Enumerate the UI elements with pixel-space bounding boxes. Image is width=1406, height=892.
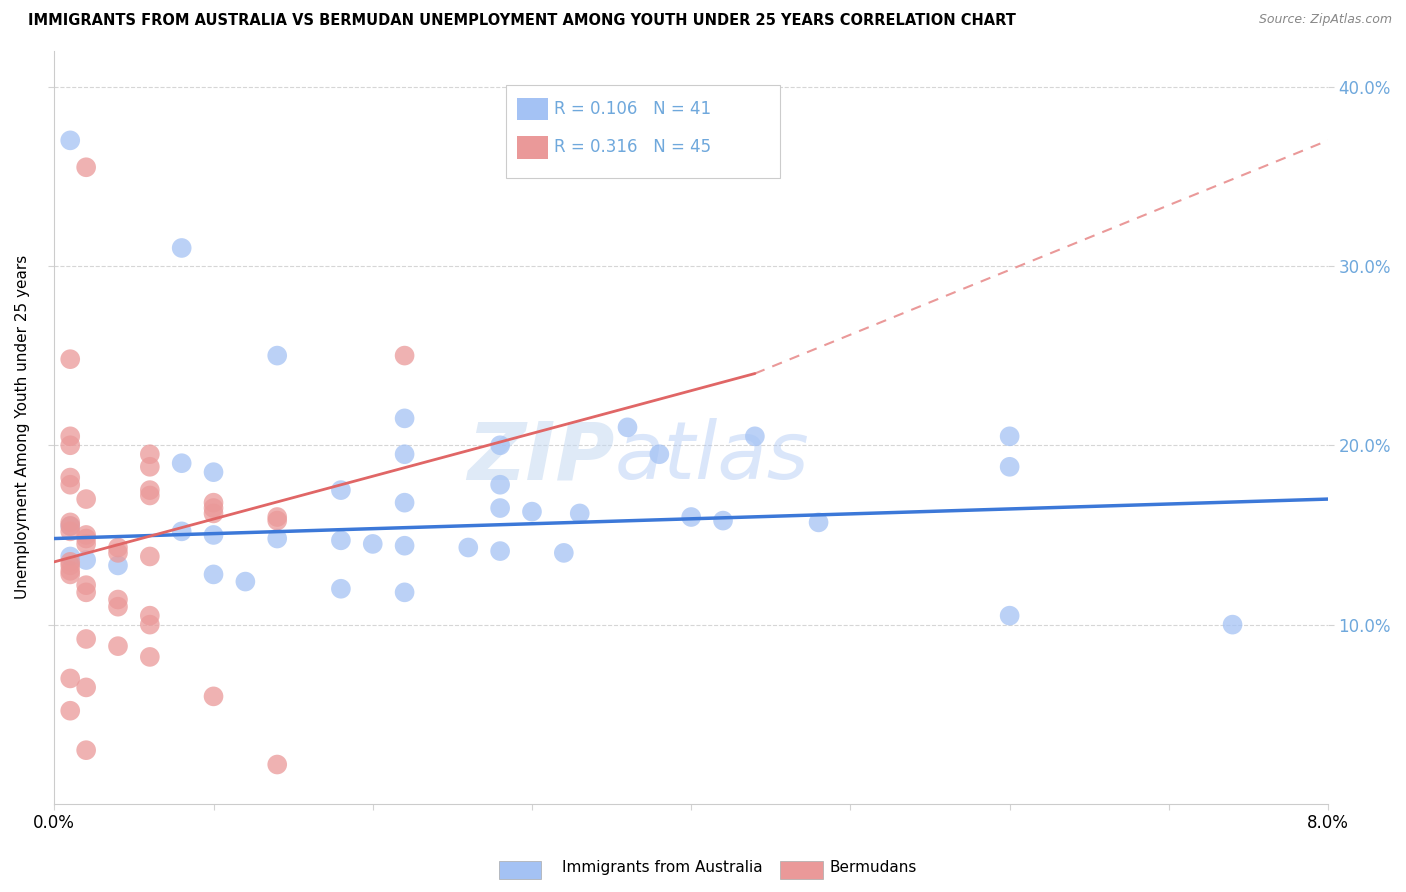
Point xyxy=(998,608,1021,623)
Point xyxy=(75,528,97,542)
Text: IMMIGRANTS FROM AUSTRALIA VS BERMUDAN UNEMPLOYMENT AMONG YOUTH UNDER 25 YEARS CO: IMMIGRANTS FROM AUSTRALIA VS BERMUDAN UN… xyxy=(28,13,1017,29)
Point xyxy=(489,438,512,452)
Point xyxy=(266,349,288,363)
Point xyxy=(489,544,512,558)
Point xyxy=(394,496,416,510)
Point xyxy=(59,672,82,686)
Point xyxy=(394,585,416,599)
Point xyxy=(998,459,1021,474)
Point xyxy=(202,567,225,582)
Point xyxy=(202,465,225,479)
Point xyxy=(329,533,352,548)
Point xyxy=(170,241,193,255)
Point xyxy=(266,510,288,524)
Point xyxy=(329,483,352,497)
Point xyxy=(139,649,162,664)
Point xyxy=(59,438,82,452)
Point xyxy=(170,456,193,470)
Point xyxy=(361,537,384,551)
Text: Immigrants from Australia: Immigrants from Australia xyxy=(562,861,763,875)
Point xyxy=(202,528,225,542)
Point xyxy=(1222,617,1244,632)
Point xyxy=(59,564,82,578)
Point xyxy=(139,549,162,564)
Point xyxy=(59,516,82,530)
Point xyxy=(170,524,193,539)
Text: Bermudans: Bermudans xyxy=(830,861,917,875)
Point xyxy=(235,574,257,589)
Point xyxy=(520,505,543,519)
Point xyxy=(75,743,97,757)
Text: ZIP: ZIP xyxy=(467,418,614,497)
Text: R = 0.106   N = 41: R = 0.106 N = 41 xyxy=(554,100,711,118)
Point xyxy=(202,690,225,704)
Point xyxy=(457,541,479,555)
Point xyxy=(59,519,82,533)
Text: Source: ZipAtlas.com: Source: ZipAtlas.com xyxy=(1258,13,1392,27)
Point xyxy=(139,483,162,497)
Point xyxy=(75,578,97,592)
Point xyxy=(59,558,82,573)
Point xyxy=(266,514,288,528)
Point xyxy=(107,592,129,607)
Point xyxy=(59,477,82,491)
Point xyxy=(59,567,82,582)
Point xyxy=(807,516,830,530)
Point xyxy=(744,429,766,443)
Point xyxy=(139,459,162,474)
Point xyxy=(616,420,638,434)
Point xyxy=(202,501,225,516)
Point xyxy=(75,532,97,546)
Point xyxy=(59,133,82,147)
Point xyxy=(107,558,129,573)
Point xyxy=(75,585,97,599)
Point xyxy=(75,161,97,175)
Point xyxy=(266,532,288,546)
Text: atlas: atlas xyxy=(614,418,810,497)
Point xyxy=(202,507,225,521)
Point xyxy=(107,546,129,560)
Point xyxy=(489,501,512,516)
Point xyxy=(553,546,575,560)
Point xyxy=(648,447,671,461)
Point xyxy=(394,411,416,425)
Point xyxy=(75,632,97,646)
Point xyxy=(711,514,734,528)
Point xyxy=(107,599,129,614)
Point xyxy=(75,537,97,551)
Point xyxy=(59,519,82,533)
Point xyxy=(59,704,82,718)
Point xyxy=(394,539,416,553)
Point xyxy=(59,470,82,484)
Point xyxy=(568,507,591,521)
Point xyxy=(139,608,162,623)
Point xyxy=(329,582,352,596)
Point xyxy=(107,541,129,555)
Point xyxy=(75,681,97,695)
Point xyxy=(59,352,82,367)
Point xyxy=(998,429,1021,443)
Y-axis label: Unemployment Among Youth under 25 years: Unemployment Among Youth under 25 years xyxy=(15,255,30,599)
Point xyxy=(139,447,162,461)
Point xyxy=(394,349,416,363)
Point xyxy=(489,477,512,491)
Point xyxy=(75,492,97,507)
Point xyxy=(107,639,129,653)
Point xyxy=(202,496,225,510)
Point xyxy=(75,553,97,567)
Point xyxy=(59,429,82,443)
Point xyxy=(59,555,82,569)
Point xyxy=(59,524,82,539)
Point xyxy=(266,757,288,772)
Point xyxy=(139,617,162,632)
Point xyxy=(681,510,703,524)
Point xyxy=(394,447,416,461)
Point xyxy=(59,549,82,564)
Text: R = 0.316   N = 45: R = 0.316 N = 45 xyxy=(554,138,711,156)
Point xyxy=(139,488,162,502)
